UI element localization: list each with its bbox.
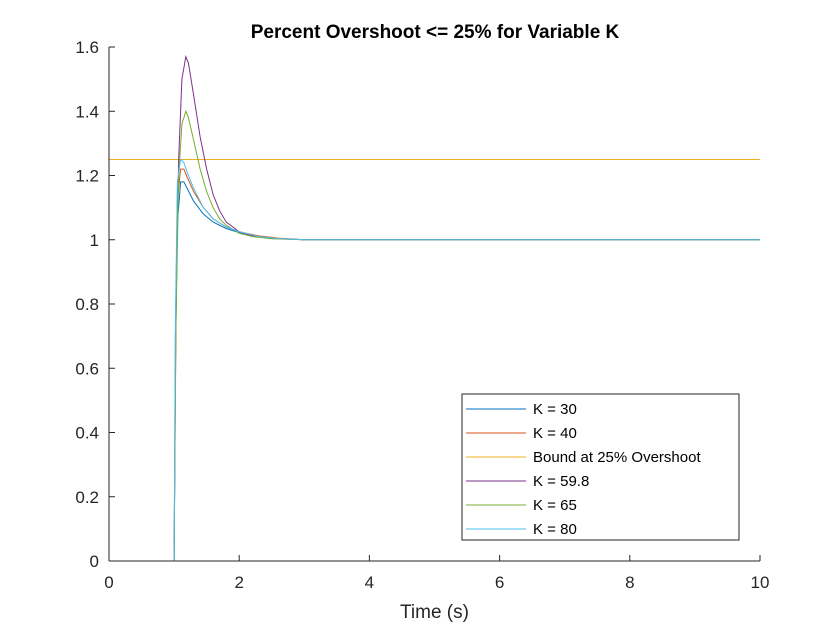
y-tick-label: 0.8 [75,295,99,314]
legend-label-3: K = 59.8 [533,473,589,490]
legend-label-1: K = 40 [533,425,577,442]
x-tick-label: 6 [495,573,504,592]
x-ticks: 0 2 4 6 8 10 [104,555,769,592]
legend-box [461,393,740,541]
legend-items: K = 30 K = 40 Bound at 25% Overshoot K = 59… [466,401,701,538]
y-tick-label: 0.2 [75,488,99,507]
series-line-5 [109,158,760,562]
x-tick-label: 0 [104,573,113,592]
y-tick-label: 0.4 [75,424,99,443]
chart-title: Percent Overshoot <= 25% for Variable K [251,22,620,43]
legend-label-0: K = 30 [533,401,577,418]
x-tick-label: 10 [751,573,770,592]
x-tick-label: 4 [365,573,374,592]
x-tick-label: 8 [625,573,634,592]
legend-label-2: Bound at 25% Overshoot [533,449,701,466]
y-tick-label: 1.6 [75,38,99,57]
series-layer [109,54,760,562]
y-tick-label: 0.6 [75,359,99,378]
y-tick-label: 1 [90,231,99,250]
x-axis-label: Time (s) [400,602,469,623]
x-tick-label: 2 [234,573,243,592]
legend-label-5: K = 80 [533,521,577,538]
legend: K = 30 K = 40 Bound at 25% Overshoot K = 59… [461,393,740,541]
y-ticks: 0 0.2 0.4 0.6 0.8 1 1.2 1.4 1.6 [75,38,115,571]
y-tick-label: 0 [90,552,99,571]
y-tick-label: 1.4 [75,102,99,121]
legend-label-4: K = 65 [533,497,577,514]
y-tick-label: 1.2 [75,167,99,186]
